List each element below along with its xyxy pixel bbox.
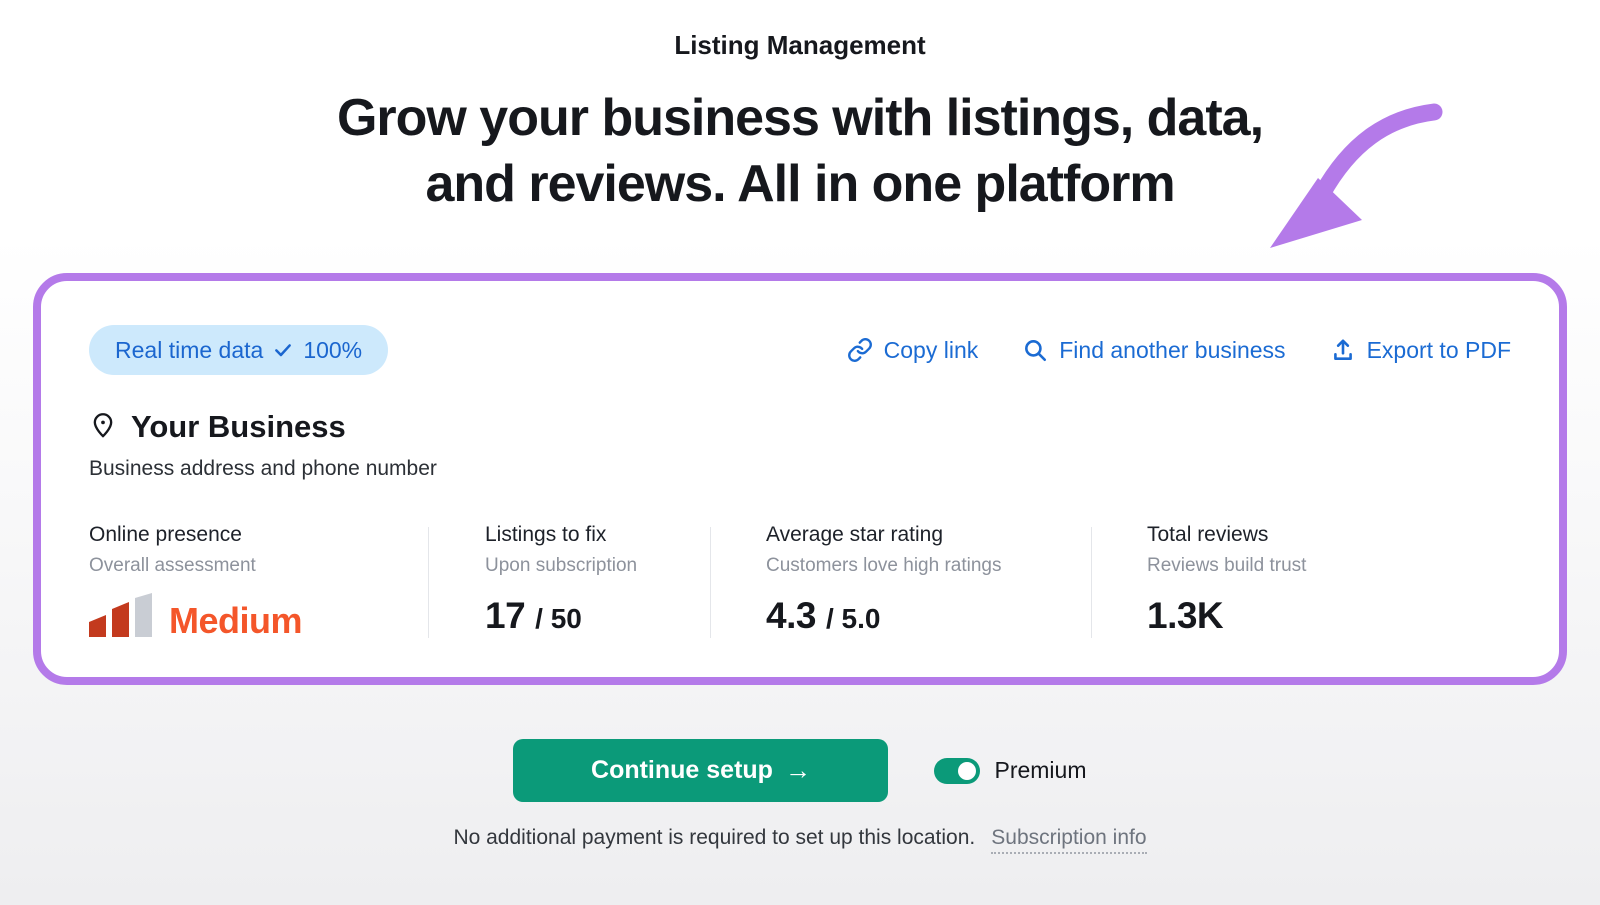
stat-online-presence: Online presence Overall assessment Mediu…: [89, 523, 428, 642]
export-to-pdf-label: Export to PDF: [1366, 336, 1511, 363]
stats-divider: [710, 527, 711, 638]
stat-title: Total reviews: [1147, 523, 1269, 546]
export-to-pdf-button[interactable]: Export to PDF: [1330, 337, 1511, 364]
business-name: Your Business: [131, 409, 346, 444]
stat-subtitle: Overall assessment: [89, 555, 256, 576]
premium-toggle-label: Premium: [994, 757, 1087, 783]
check-icon: [273, 340, 293, 360]
note-row: No additional payment is required to set…: [0, 826, 1600, 854]
total-reviews-value: 1.3K: [1147, 595, 1224, 636]
stat-listings-to-fix: Listings to fix Upon subscription 17 / 5…: [429, 523, 710, 642]
export-icon: [1330, 337, 1356, 363]
stat-title: Average star rating: [766, 523, 944, 546]
stats-row: Online presence Overall assessment Mediu…: [89, 523, 1511, 642]
subscription-info-link[interactable]: Subscription info: [991, 826, 1147, 854]
page-title: Listing Management: [674, 30, 926, 60]
business-summary-card: Real time data 100% Copy link: [33, 273, 1567, 685]
stat-subtitle: Upon subscription: [485, 555, 638, 576]
online-presence-value: Medium: [169, 600, 303, 641]
hero-heading: Grow your business with listings, data, …: [0, 85, 1600, 217]
continue-setup-label: Continue setup: [591, 756, 773, 784]
rating-bars-icon: [89, 591, 155, 642]
stat-subtitle: Customers love high ratings: [766, 555, 1002, 576]
listings-to-fix-suffix: / 50: [535, 603, 582, 634]
stats-divider: [1091, 527, 1092, 638]
stat-title: Listings to fix: [485, 523, 607, 546]
business-subtitle: Business address and phone number: [89, 457, 437, 480]
cta-row: Continue setup → Premium: [0, 739, 1600, 802]
find-another-business-button[interactable]: Find another business: [1022, 336, 1286, 364]
copy-link-label: Copy link: [883, 336, 979, 363]
premium-toggle-group: Premium: [934, 757, 1087, 784]
real-time-data-badge: Real time data 100%: [89, 325, 389, 375]
arrow-right-icon: →: [784, 755, 811, 785]
stat-subtitle: Reviews build trust: [1147, 555, 1307, 576]
business-info: Your Business Business address and phone…: [89, 409, 1511, 481]
average-star-rating-suffix: / 5.0: [825, 603, 881, 634]
stat-average-star-rating: Average star rating Customers love high …: [711, 523, 1091, 642]
card-top-row: Real time data 100% Copy link: [89, 325, 1511, 375]
premium-toggle[interactable]: [934, 757, 981, 784]
hero-heading-line2: and reviews. All in one platform: [425, 155, 1175, 213]
badge-label: Real time data: [115, 336, 264, 363]
search-icon: [1022, 337, 1048, 363]
listings-to-fix-value: 17: [485, 595, 526, 636]
pointer-arrow-icon: [1262, 96, 1452, 256]
continue-setup-button[interactable]: Continue setup →: [513, 739, 889, 802]
average-star-rating-value: 4.3: [766, 595, 816, 636]
hero-heading-line1: Grow your business with listings, data,: [336, 89, 1264, 147]
payment-note: No additional payment is required to set…: [453, 826, 976, 849]
toggle-knob: [958, 761, 977, 780]
link-icon: [847, 337, 873, 363]
location-pin-icon: [89, 411, 117, 444]
stat-total-reviews: Total reviews Reviews build trust 1.3K: [1092, 523, 1511, 642]
stats-divider: [428, 527, 429, 638]
find-another-business-label: Find another business: [1059, 336, 1286, 363]
copy-link-button[interactable]: Copy link: [847, 336, 979, 364]
card-actions: Copy link Find another business: [847, 337, 1511, 364]
badge-percent: 100%: [303, 336, 363, 363]
stat-title: Online presence: [89, 523, 242, 546]
